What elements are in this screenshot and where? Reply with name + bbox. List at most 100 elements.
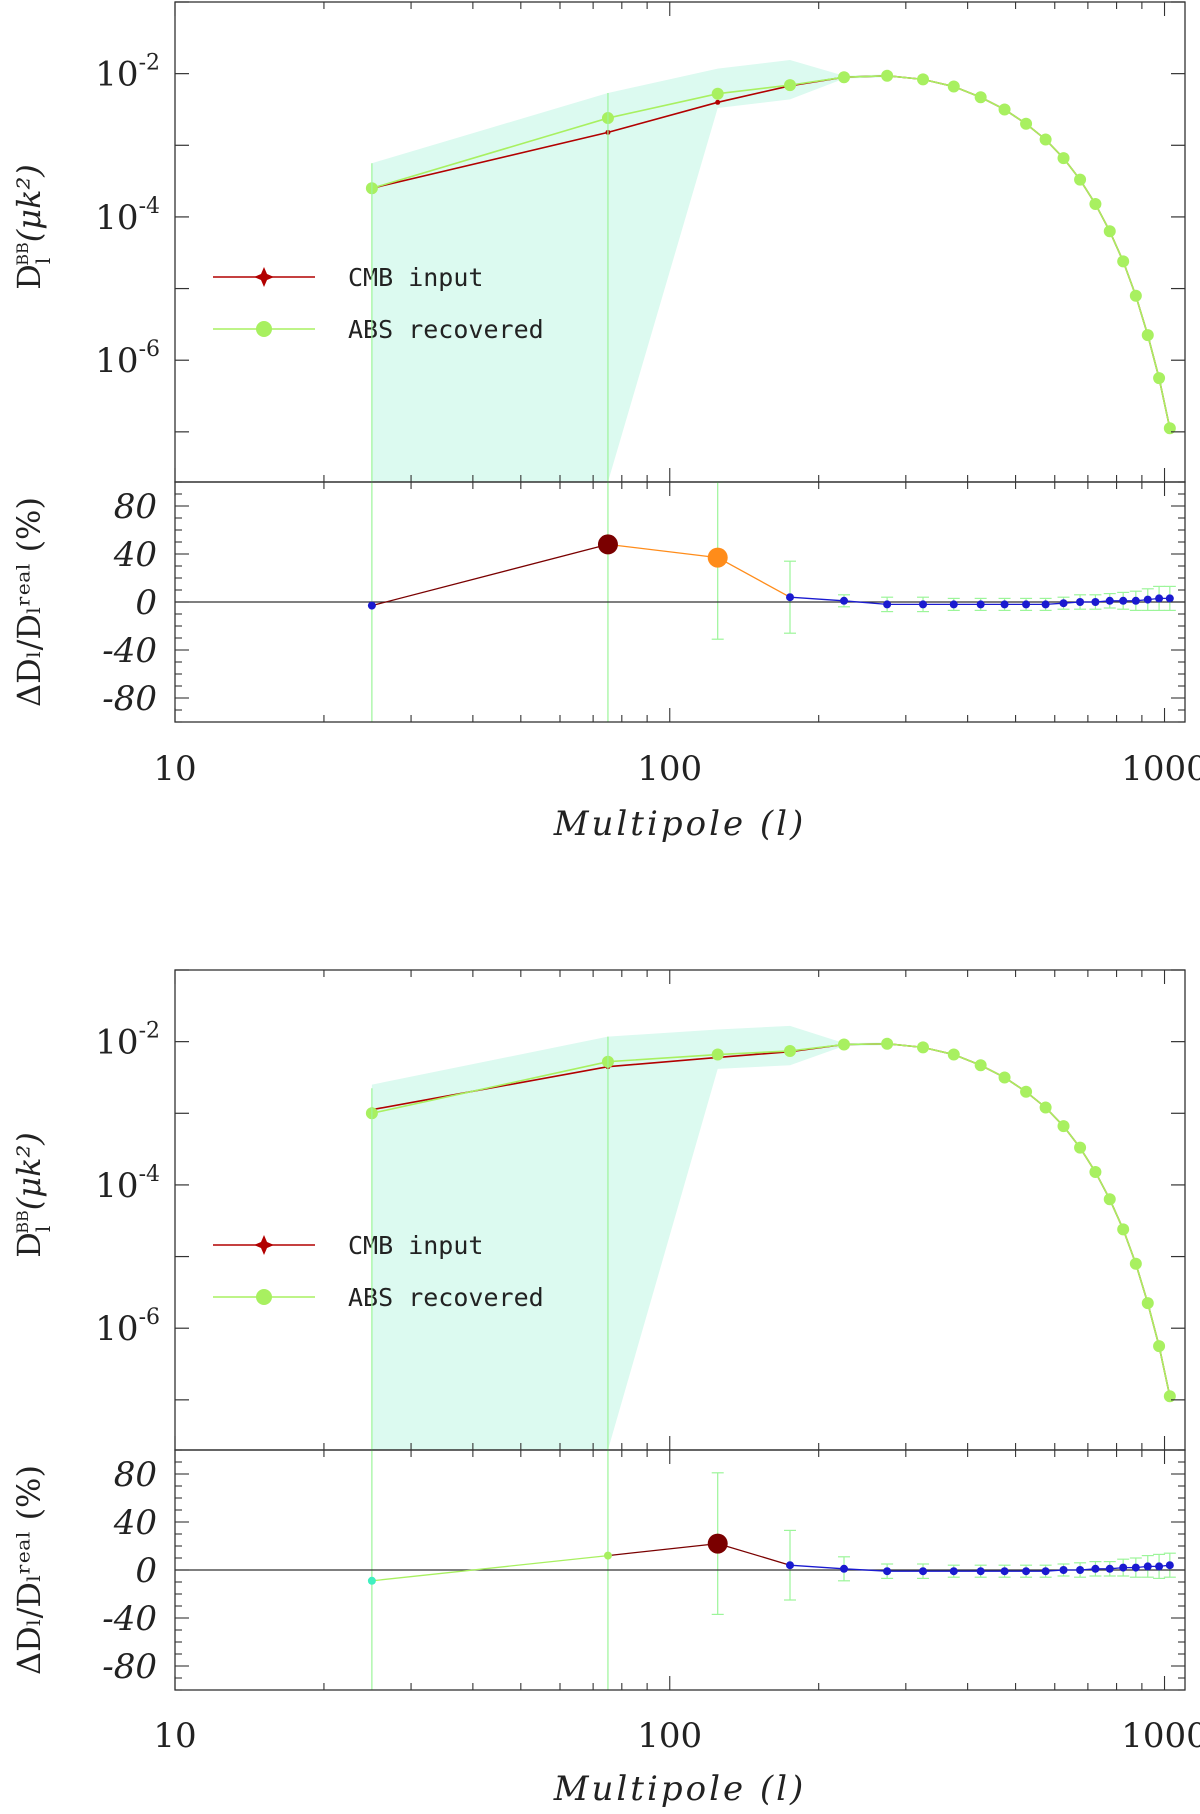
- abs-recovered-point: [974, 1059, 987, 1072]
- bottom-y-axis-label: ΔDₗ/Dₗʳᵉᵃˡ (%): [10, 497, 48, 707]
- abs-recovered-point: [784, 79, 797, 92]
- legend-marker-circle: [256, 1289, 272, 1305]
- residual-segment: [789, 1564, 845, 1570]
- residual-point: [1143, 595, 1152, 604]
- residual-segment: [371, 543, 609, 607]
- residual-point: [949, 1567, 958, 1576]
- y-tick-label: 10-6: [95, 1305, 160, 1349]
- abs-recovered-point: [838, 71, 851, 84]
- top-y-axis-label: DlBB(μk²): [10, 1132, 55, 1258]
- x-tick-label: 1000: [1121, 749, 1200, 789]
- abs-recovered-point: [1020, 117, 1033, 130]
- legend-label: ABS recovered: [348, 315, 544, 344]
- residual-point: [603, 1551, 612, 1560]
- residual-segment: [843, 600, 888, 606]
- residual-point: [597, 534, 618, 555]
- y-tick-label: 10-2: [95, 51, 160, 95]
- abs-recovered-point: [1074, 173, 1087, 186]
- abs-recovered-point: [1089, 1166, 1102, 1179]
- residual-point: [1155, 594, 1164, 603]
- abs-recovered-point: [1039, 133, 1052, 146]
- x-axis-label: Multipole (l): [553, 804, 807, 844]
- x-tick-label: 1000: [1121, 1716, 1200, 1756]
- y-tick-label: 80: [114, 487, 157, 527]
- top-plot-frame: [174, 1, 1186, 483]
- residual-point: [1076, 1566, 1085, 1574]
- residual-point: [1000, 600, 1009, 609]
- abs-recovered-point: [947, 80, 960, 93]
- abs-recovered-point: [1039, 1101, 1052, 1114]
- abs-recovered-point: [1117, 255, 1130, 268]
- residual-point: [949, 600, 958, 609]
- abs-recovered-point: [1141, 1297, 1154, 1310]
- abs-recovered-point: [1057, 1120, 1070, 1133]
- residual-point: [1091, 598, 1100, 606]
- residual-point: [367, 601, 376, 610]
- top-y-axis-label: DlBB(μk²): [10, 164, 55, 290]
- y-tick-label: 80: [114, 1455, 157, 1495]
- residual-point: [1119, 596, 1128, 605]
- cmb-input-point: [715, 99, 721, 105]
- abs-recovered-point: [1129, 289, 1142, 302]
- abs-recovered-point: [917, 73, 930, 86]
- y-tick-label: 40: [113, 535, 157, 575]
- x-tick-label: 100: [637, 1716, 702, 1756]
- residual-point: [367, 1576, 376, 1585]
- residual-point: [1143, 1562, 1152, 1571]
- residual-point: [883, 600, 892, 609]
- abs-recovered-point: [917, 1041, 930, 1054]
- x-tick-label: 10: [153, 1716, 196, 1756]
- residual-point: [786, 1561, 795, 1570]
- residual-point: [976, 1567, 985, 1576]
- y-tick-label: -40: [102, 631, 157, 671]
- y-tick-label: -40: [102, 1599, 157, 1639]
- residual-segment: [843, 1568, 888, 1572]
- y-tick-label: 10-2: [95, 1019, 160, 1063]
- y-tick-label: 0: [135, 583, 157, 623]
- residual-point: [1059, 599, 1068, 608]
- y-tick-label: 0: [135, 1551, 157, 1591]
- bottom-y-axis-label: ΔDₗ/Dₗʳᵉᵃˡ (%): [10, 1465, 48, 1675]
- residual-point: [919, 600, 928, 609]
- chart-panel-1: 10-2 10-4 10-6 DlBB(μk²) CMB input ABS recove…: [10, 1, 1200, 844]
- abs-recovered-point: [1153, 372, 1166, 385]
- residual-point: [1119, 1563, 1128, 1572]
- residual-segment: [717, 557, 791, 598]
- x-tick-label: 10: [153, 749, 196, 789]
- residual-point: [1022, 1567, 1031, 1576]
- abs-recovered-point: [947, 1048, 960, 1061]
- abs-recovered-point: [1074, 1141, 1087, 1154]
- abs-recovered-point: [998, 103, 1011, 116]
- residual-point: [1000, 1567, 1009, 1576]
- residual-point: [707, 1533, 728, 1554]
- residual-point: [1105, 1564, 1114, 1573]
- residual-point: [1155, 1562, 1164, 1571]
- residual-point: [1105, 596, 1114, 605]
- legend-label: CMB input: [348, 263, 483, 292]
- abs-recovered-point: [1089, 198, 1102, 211]
- residual-point: [883, 1567, 892, 1576]
- y-tick-label: 40: [113, 1503, 157, 1543]
- abs-recovered-point: [711, 1048, 724, 1061]
- legend-label: CMB input: [348, 1231, 483, 1260]
- abs-recovered-point: [881, 69, 894, 82]
- residual-point: [1022, 600, 1031, 609]
- legend-marker-star: [254, 267, 274, 287]
- residual-point: [1091, 1564, 1100, 1573]
- y-tick-label: -80: [102, 679, 157, 719]
- residual-segment: [717, 1542, 791, 1566]
- legend-marker-star: [254, 1235, 274, 1255]
- abs-recovered-point: [998, 1071, 1011, 1084]
- residual-point: [919, 1567, 928, 1576]
- residual-point: [1041, 600, 1050, 609]
- x-axis-label: Multipole (l): [553, 1769, 807, 1809]
- abs-recovered-point: [1163, 1390, 1176, 1403]
- y-tick-label: 10-4: [95, 1162, 160, 1206]
- residual-point: [1041, 1567, 1050, 1576]
- residual-point: [1165, 594, 1174, 603]
- x-tick-label: 100: [637, 749, 702, 789]
- error-band: [371, 60, 888, 483]
- legend-marker-circle: [256, 321, 272, 337]
- residual-point: [707, 547, 728, 568]
- abs-recovered-point: [1153, 1340, 1166, 1353]
